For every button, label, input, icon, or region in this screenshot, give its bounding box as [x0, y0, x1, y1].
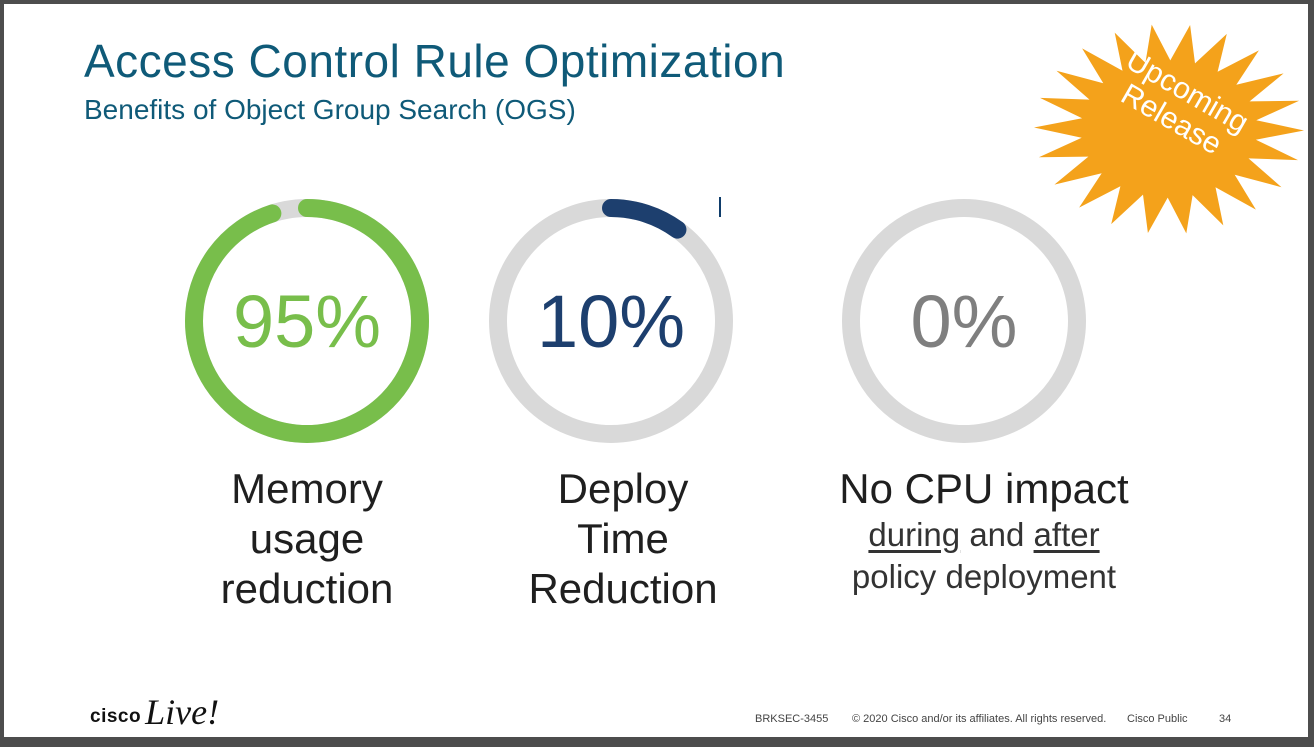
deploy-time-gauge: 10% [486, 196, 736, 446]
session-id: BRKSEC-3455 [755, 713, 829, 725]
cpu-headline: No CPU impact [839, 465, 1129, 512]
memory-percent: 95% [232, 279, 382, 363]
cpu-gauge-ring [842, 199, 1086, 443]
upcoming-release-burst [1034, 24, 1304, 234]
live-logo-text: Live! [145, 692, 220, 732]
cpu-percent: 0% [910, 279, 1018, 363]
deploy-time-gauge-arc [489, 199, 733, 443]
cursor-mark [719, 197, 721, 217]
deploy-label-line: Deploy [557, 465, 689, 512]
cpu-label: No CPU impact during and after policy de… [784, 464, 1184, 598]
memory-gauge-ring [185, 199, 429, 443]
copyright: © 2020 Cisco and/or its affiliates. All … [852, 713, 1107, 725]
cpu-subline-2: policy deployment [851, 558, 1117, 595]
deploy-time-label: Deploy Time Reduction [473, 464, 773, 614]
slide-subtitle: Benefits of Object Group Search (OGS) [84, 94, 576, 125]
memory-gauge: 95% [182, 196, 432, 446]
classification: Cisco Public [1127, 713, 1188, 725]
cisco-logo-text: cisco [90, 706, 142, 727]
memory-gauge-arc [185, 199, 429, 443]
during-text: during [868, 516, 961, 553]
deploy-label-line: Reduction [528, 565, 718, 612]
page-number: 34 [1219, 713, 1232, 725]
memory-label-line: Memory [231, 465, 383, 512]
deploy-time-percent: 10% [536, 279, 686, 363]
cpu-gauge: 0% [839, 196, 1089, 446]
memory-label-line: usage [249, 515, 365, 562]
slide: Access Control Rule Optimization Benefit… [4, 4, 1308, 737]
slide-title: Access Control Rule Optimization [84, 35, 786, 87]
memory-label-line: reduction [220, 565, 394, 612]
cpu-gauge-track [842, 199, 1086, 443]
memory-label: Memory usage reduction [157, 464, 457, 614]
deploy-time-gauge-ring [489, 199, 733, 443]
cpu-subline-1: during and after [784, 514, 1184, 556]
after-text: after [1033, 516, 1100, 553]
deploy-label-line: Time [577, 515, 669, 562]
and-text: and [969, 516, 1025, 553]
cisco-live-logo: cisco Live! [90, 692, 220, 732]
